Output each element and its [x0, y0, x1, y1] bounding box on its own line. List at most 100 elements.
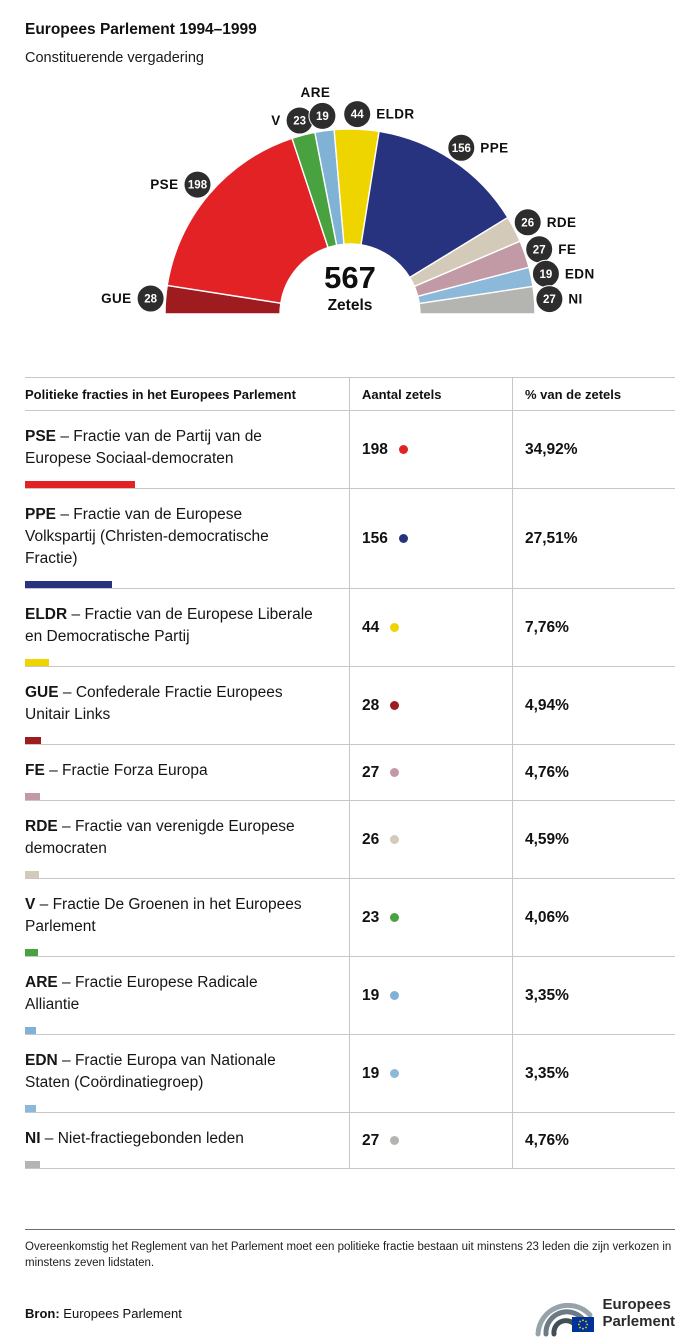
seat-badge-GUE — [136, 284, 165, 313]
party-name: Fractie van de Europese Liberale en Demo… — [25, 606, 313, 645]
eu-flag-icon — [572, 1317, 595, 1332]
party-seats-cell: 23 — [349, 879, 512, 956]
header: Europees Parlement 1994–1999 Constituere… — [25, 0, 675, 67]
party-abbr: V — [25, 896, 36, 913]
table-body: PSE – Fractie van de Partij van de Europ… — [25, 411, 675, 1169]
party-abbr: RDE — [25, 818, 58, 835]
party-seats-cell: 19 — [349, 1035, 512, 1112]
seat-badge-value-ELDR: 44 — [351, 109, 364, 121]
party-color-dot — [390, 768, 400, 777]
logo-text-line2: Parlement — [602, 1313, 675, 1330]
party-seats: 19 — [362, 986, 380, 1004]
party-color-bar — [25, 793, 40, 800]
party-name: Fractie van de Partij van de Europese So… — [25, 428, 262, 467]
party-pct-cell: 4,76% — [512, 745, 675, 800]
party-pct-cell: 27,51% — [512, 489, 675, 588]
party-name-cell: PPE – Fractie van de Europese Volksparti… — [25, 489, 349, 588]
source-text: Europees Parlement — [63, 1305, 182, 1321]
party-name-separator: – — [35, 896, 53, 913]
party-color-dot — [398, 534, 408, 543]
seat-badge-ARE — [308, 101, 337, 130]
party-seats: 19 — [362, 1064, 380, 1082]
total-seats-caption: Zetels — [328, 297, 373, 314]
party-name: Fractie Europese Radicale Alliantie — [25, 974, 258, 1013]
party-seats-cell: 27 — [349, 1113, 512, 1168]
party-pct: 3,35% — [525, 986, 569, 1004]
party-color-dot — [390, 991, 400, 1000]
party-name-cell: NI – Niet-fractiegebonden leden — [25, 1113, 349, 1168]
slice-label-FE: FE — [558, 242, 576, 257]
party-pct-cell: 4,06% — [512, 879, 675, 956]
seat-badge-value-RDE: 26 — [521, 217, 534, 229]
party-name: Confederale Fractie Europees Unitair Lin… — [25, 684, 283, 723]
ep-logo: Europees Parlement — [530, 1289, 675, 1337]
party-color-dot — [390, 623, 400, 632]
seat-badge-value-PPE: 156 — [452, 143, 471, 155]
logo-text-line1: Europees — [602, 1296, 671, 1313]
slice-label-NI: NI — [568, 292, 582, 307]
seat-badge-value-NI: 27 — [543, 294, 556, 306]
party-pct: 4,94% — [525, 696, 569, 714]
party-abbr: EDN — [25, 1052, 58, 1069]
party-name: Fractie Europa van Nationale Staten (Coö… — [25, 1052, 276, 1091]
party-pct-cell: 4,94% — [512, 667, 675, 744]
party-pct: 4,76% — [525, 1131, 569, 1149]
seat-badge-value-ARE: 19 — [316, 111, 329, 123]
party-name-separator: – — [57, 974, 75, 991]
party-seats-cell: 44 — [349, 589, 512, 666]
seat-badge-value-PSE: 198 — [188, 180, 208, 192]
party-color-bar — [25, 737, 41, 744]
party-seats: 27 — [362, 1131, 380, 1149]
slice-label-PPE: PPE — [480, 140, 508, 155]
party-color-bar — [25, 949, 38, 956]
slice-label-V: V — [271, 113, 280, 128]
party-name-cell: RDE – Fractie van verenigde Europese dem… — [25, 801, 349, 878]
table-row: NI – Niet-fractiegebonden leden 27 4,76% — [25, 1113, 675, 1169]
party-color-bar — [25, 871, 39, 878]
party-color-bar — [25, 581, 112, 588]
slice-label-RDE: RDE — [547, 215, 577, 230]
table-row: PSE – Fractie van de Partij van de Europ… — [25, 411, 675, 489]
party-pct-cell: 4,59% — [512, 801, 675, 878]
party-color-dot — [390, 701, 400, 710]
party-seats: 44 — [362, 618, 380, 636]
party-seats-cell: 156 — [349, 489, 512, 588]
party-color-dot — [390, 913, 400, 922]
party-name: Niet-fractiegebonden leden — [57, 1130, 244, 1147]
party-pct: 3,35% — [525, 1064, 569, 1082]
party-abbr: ARE — [25, 974, 58, 991]
seat-badge-NI — [535, 285, 564, 314]
party-name-separator: – — [67, 606, 85, 623]
seat-badge-ELDR — [343, 100, 372, 129]
seat-badge-value-GUE: 28 — [144, 294, 157, 306]
party-color-bar — [25, 1027, 36, 1034]
logo-arc-middle — [543, 1309, 588, 1337]
party-pct: 4,59% — [525, 830, 569, 848]
party-abbr: FE — [25, 762, 45, 779]
seat-badge-RDE — [513, 208, 542, 237]
party-abbr: PSE — [25, 428, 57, 445]
party-seats-cell: 28 — [349, 667, 512, 744]
party-pct: 4,06% — [525, 908, 569, 926]
col-header-pct: % van de zetels — [512, 378, 675, 410]
table-row: ARE – Fractie Europese Radicale Allianti… — [25, 957, 675, 1035]
party-pct-cell: 34,92% — [512, 411, 675, 488]
party-name: Fractie van de Europese Volkspartij (Chr… — [25, 506, 269, 567]
party-name: Fractie van verenigde Europese democrate… — [25, 818, 295, 857]
party-pct: 27,51% — [525, 529, 578, 547]
party-seats-cell: 27 — [349, 745, 512, 800]
party-color-dot — [390, 1136, 400, 1145]
table-header-row: Politieke fracties in het Europees Parle… — [25, 377, 675, 411]
party-color-bar — [25, 481, 135, 488]
party-name-cell: V – Fractie De Groenen in het Europees P… — [25, 879, 349, 956]
fractions-table: Politieke fracties in het Europees Parle… — [25, 377, 675, 1169]
seat-badge-value-EDN: 19 — [540, 269, 553, 281]
page-subtitle: Constituerende vergadering — [25, 50, 204, 66]
slice-label-ARE: ARE — [301, 85, 331, 100]
seat-badge-PSE — [183, 170, 212, 199]
party-seats: 198 — [362, 440, 388, 458]
footnote: Overeenkomstig het Reglement van het Par… — [25, 1229, 675, 1271]
party-name-separator: – — [58, 684, 76, 701]
party-name-cell: EDN – Fractie Europa van Nationale State… — [25, 1035, 349, 1112]
